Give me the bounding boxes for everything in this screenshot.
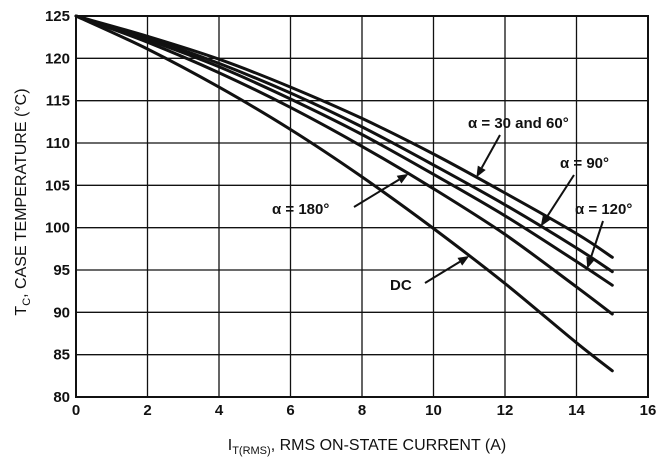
annotation-leader (424, 260, 461, 284)
curves (74, 14, 614, 373)
annotation-leader (545, 174, 575, 218)
annotations: α = 30 and 60° α = 90° α = 120° α = 180° DC (272, 115, 632, 294)
annotation-arrowhead (396, 173, 409, 184)
y-tick-label: 115 (46, 93, 70, 110)
annotation-arrowhead (476, 165, 486, 178)
y-tick-label: 100 (45, 220, 70, 237)
x-tick-label: 14 (568, 402, 585, 419)
annotation-arrowhead (457, 256, 470, 266)
y-tick-label: 125 (45, 8, 70, 25)
series-line-4 (74, 14, 614, 373)
annotation-arrowhead (586, 256, 595, 269)
y-tick-label: 80 (53, 389, 70, 406)
series-line-3 (74, 14, 614, 316)
y-tick-label: 85 (53, 347, 70, 364)
annotation-leader (480, 134, 501, 169)
x-axis-title: IT(RMS), RMS ON-STATE CURRENT (A) (228, 437, 507, 457)
annotation-label: α = 180° (272, 201, 329, 218)
x-tick-label: 12 (497, 402, 514, 419)
annotation-label: α = 90° (560, 155, 609, 172)
y-tick-label: 90 (53, 304, 70, 321)
series-line-1 (74, 14, 614, 274)
x-tick-label: 6 (286, 402, 294, 419)
grid (75, 15, 649, 398)
y-tick-label: 110 (46, 135, 70, 152)
x-tick-label: 10 (425, 402, 442, 419)
annotation-label: DC (390, 277, 412, 294)
series-line-0 (74, 14, 614, 259)
x-tick-label: 0 (72, 402, 80, 419)
series-line-2 (74, 14, 614, 287)
y-axis-title: TC, CASE TEMPERATURE (°C) (13, 88, 33, 315)
annotation-label: α = 30 and 60° (468, 115, 569, 132)
annotation-leader (589, 220, 604, 259)
y-tick-label: 120 (45, 50, 70, 67)
annotation-leader (353, 178, 400, 208)
x-tick-label: 16 (640, 402, 657, 419)
x-tick-label: 2 (143, 402, 151, 419)
x-tick-label: 4 (215, 402, 224, 419)
annotation-arrowhead (540, 214, 551, 227)
y-tick-label: 95 (53, 262, 70, 279)
x-tick-label: 8 (358, 402, 366, 419)
annotation-label: α = 120° (575, 201, 632, 218)
plot-frame (75, 15, 649, 398)
y-tick-label: 105 (45, 177, 70, 194)
tick-labels: 0 2 4 6 8 10 12 14 16 80 85 90 95 100 105 110 115 120 125 (45, 8, 656, 419)
